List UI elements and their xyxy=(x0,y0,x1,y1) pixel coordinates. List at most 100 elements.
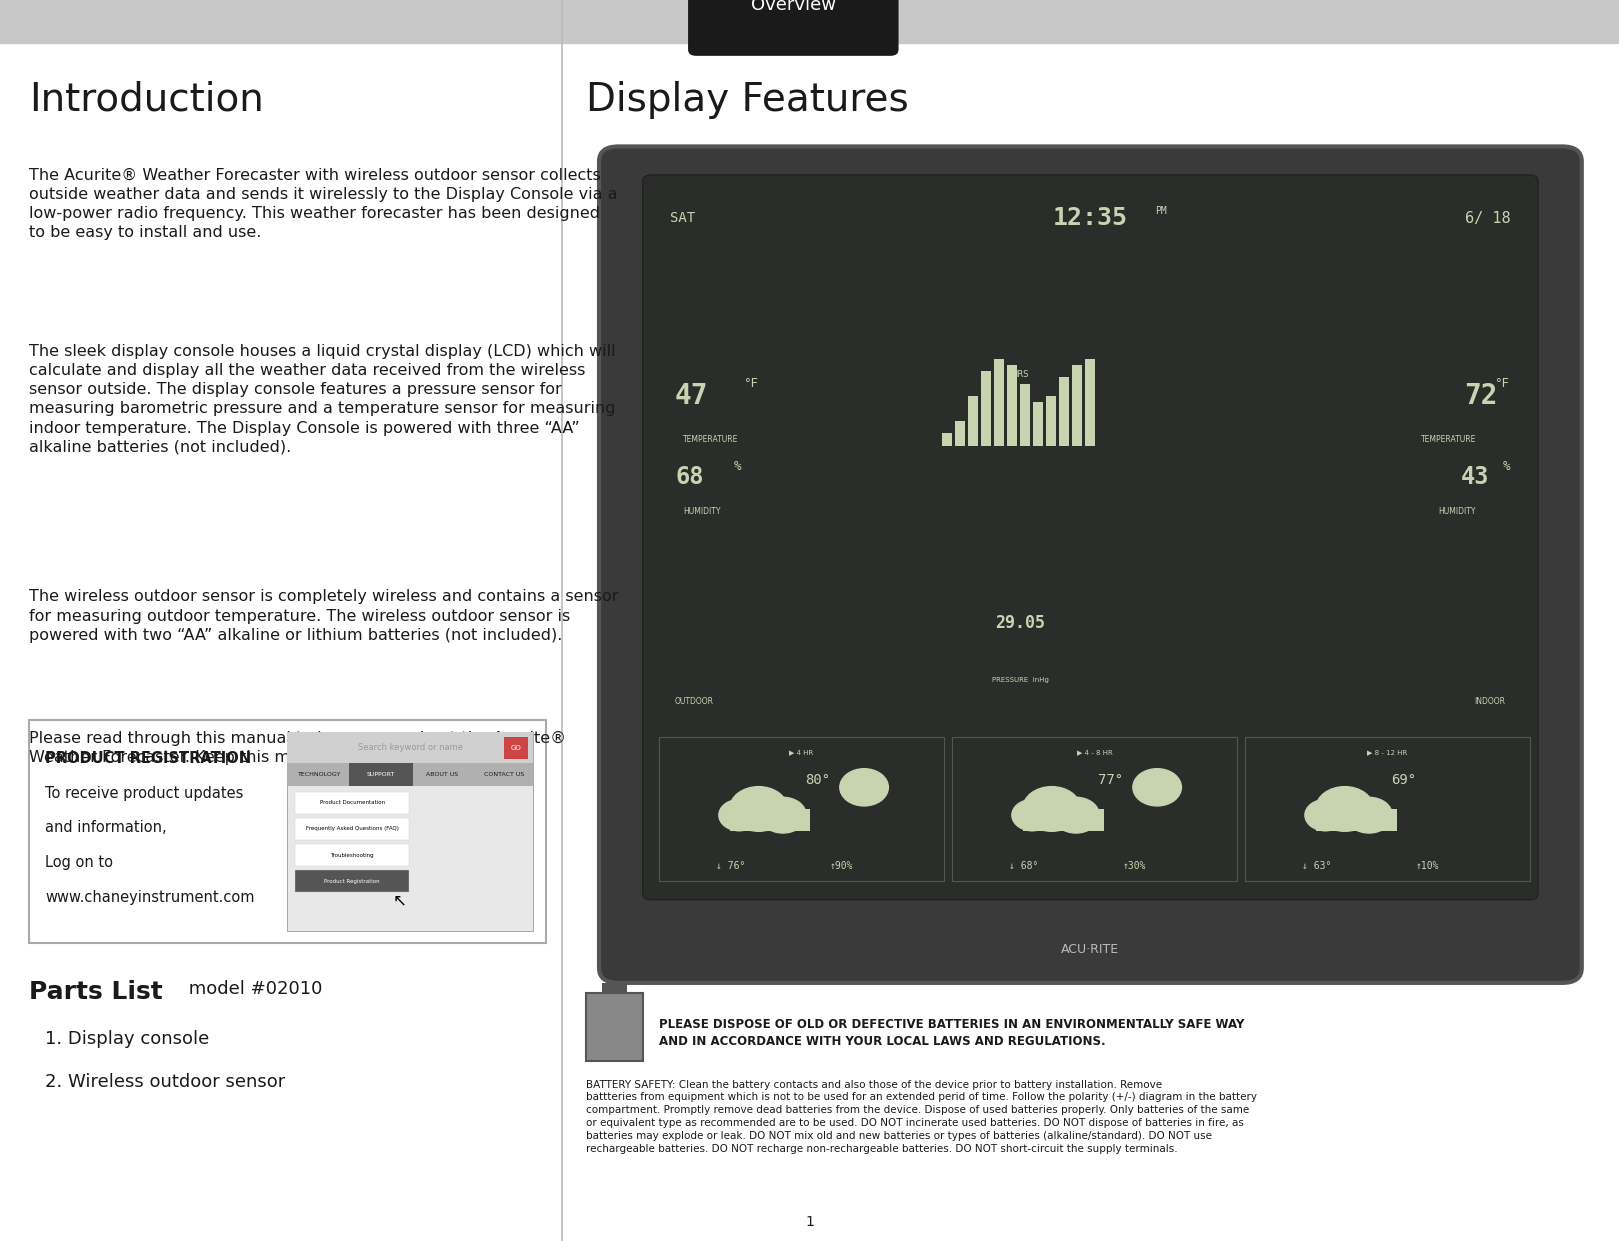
Text: Product Documentation: Product Documentation xyxy=(319,800,385,805)
Circle shape xyxy=(1305,799,1345,830)
Bar xyxy=(295,818,408,840)
Text: ↖: ↖ xyxy=(392,892,406,910)
Text: HUMIDITY: HUMIDITY xyxy=(683,506,720,516)
Text: 1. Display console: 1. Display console xyxy=(45,1030,209,1049)
Text: Frequently Asked Questions (FAQ): Frequently Asked Questions (FAQ) xyxy=(306,827,398,831)
Text: %: % xyxy=(1502,460,1511,473)
Bar xyxy=(952,737,1237,881)
Text: INDOOR: INDOOR xyxy=(1475,696,1506,706)
Circle shape xyxy=(1133,768,1182,805)
Text: ↑10%: ↑10% xyxy=(1417,861,1439,871)
Text: Log on to: Log on to xyxy=(45,855,113,870)
Text: °F: °F xyxy=(743,377,758,390)
Text: 68: 68 xyxy=(675,464,704,489)
Text: Troubleshooting: Troubleshooting xyxy=(330,853,374,858)
Text: 2. Wireless outdoor sensor: 2. Wireless outdoor sensor xyxy=(45,1073,285,1092)
Circle shape xyxy=(719,799,759,830)
Text: 69°: 69° xyxy=(1391,773,1417,787)
Bar xyxy=(288,732,533,931)
Text: To receive product updates: To receive product updates xyxy=(45,786,244,800)
Text: SUPPORT: SUPPORT xyxy=(368,772,395,777)
Circle shape xyxy=(759,797,806,833)
Text: The Acurite® Weather Forecaster with wireless outdoor sensor collects
outside we: The Acurite® Weather Forecaster with wir… xyxy=(29,168,617,241)
Text: 47: 47 xyxy=(675,382,709,410)
Text: Introduction: Introduction xyxy=(29,81,264,119)
Text: ▶ 8 - 12 HR: ▶ 8 - 12 HR xyxy=(1368,748,1407,755)
Text: and information,: and information, xyxy=(45,820,167,835)
Bar xyxy=(295,792,408,814)
Text: 72: 72 xyxy=(1464,382,1498,410)
Bar xyxy=(295,870,408,892)
Circle shape xyxy=(840,768,889,805)
Text: model #02010: model #02010 xyxy=(183,980,322,999)
Text: Search keyword or name: Search keyword or name xyxy=(358,742,463,752)
Circle shape xyxy=(1023,787,1081,831)
Text: www.chaneyinstrument.com: www.chaneyinstrument.com xyxy=(45,890,254,905)
Text: Overview: Overview xyxy=(751,0,835,15)
Text: OUTDOOR: OUTDOOR xyxy=(675,696,714,706)
Bar xyxy=(659,737,944,881)
Text: BATTERY SAFETY: Clean the battery contacts and also those of the device prior to: BATTERY SAFETY: Clean the battery contac… xyxy=(586,1080,1256,1154)
Text: Product Registration: Product Registration xyxy=(324,879,380,884)
Bar xyxy=(981,371,991,446)
Bar xyxy=(1072,365,1081,446)
Text: ABOUT US: ABOUT US xyxy=(426,772,458,777)
Bar xyxy=(504,737,528,759)
Bar xyxy=(348,763,413,786)
Bar xyxy=(994,359,1004,446)
Text: The wireless outdoor sensor is completely wireless and contains a sensor
for mea: The wireless outdoor sensor is completel… xyxy=(29,589,618,643)
Text: ▶ 4 - 8 HR: ▶ 4 - 8 HR xyxy=(1077,748,1112,755)
Bar xyxy=(955,421,965,446)
Text: PRESSURE  inHg: PRESSURE inHg xyxy=(991,676,1049,683)
Text: SAT: SAT xyxy=(670,211,696,226)
Text: GO: GO xyxy=(510,746,521,751)
Bar xyxy=(730,809,811,831)
Text: ▶ 4 HR: ▶ 4 HR xyxy=(790,748,813,755)
Text: CONTACT US: CONTACT US xyxy=(484,772,525,777)
Bar xyxy=(1046,396,1056,446)
FancyBboxPatch shape xyxy=(643,175,1538,900)
Text: HRS: HRS xyxy=(1012,370,1028,380)
Text: %: % xyxy=(733,460,742,473)
Text: ACU·RITE: ACU·RITE xyxy=(1062,943,1119,956)
Text: °F: °F xyxy=(1494,377,1509,390)
Circle shape xyxy=(1012,799,1052,830)
Bar xyxy=(1020,383,1030,446)
FancyBboxPatch shape xyxy=(688,0,899,56)
Bar xyxy=(1033,402,1043,446)
Text: 29.05: 29.05 xyxy=(996,614,1046,632)
Text: The sleek display console houses a liquid crystal display (LCD) which will
calcu: The sleek display console houses a liqui… xyxy=(29,344,615,454)
Bar xyxy=(602,983,627,993)
Text: ↓ 68°: ↓ 68° xyxy=(1009,861,1038,871)
Bar xyxy=(29,720,546,943)
Text: 77°: 77° xyxy=(1098,773,1124,787)
Text: SUPPORT: SUPPORT xyxy=(368,772,395,777)
Circle shape xyxy=(1052,797,1099,833)
Bar xyxy=(1085,359,1094,446)
Text: ↑90%: ↑90% xyxy=(831,861,853,871)
Text: Parts List: Parts List xyxy=(29,980,164,1004)
Text: PLEASE DISPOSE OF OLD OR DEFECTIVE BATTERIES IN AN ENVIRONMENTALLY SAFE WAY
AND : PLEASE DISPOSE OF OLD OR DEFECTIVE BATTE… xyxy=(659,1018,1245,1047)
Text: 12:35: 12:35 xyxy=(1052,206,1128,231)
Bar xyxy=(288,732,533,763)
Bar xyxy=(0,0,1619,43)
Text: HUMIDITY: HUMIDITY xyxy=(1438,506,1477,516)
Text: PM: PM xyxy=(1156,206,1167,216)
Text: TEMPERATURE: TEMPERATURE xyxy=(1421,434,1477,444)
Bar xyxy=(288,763,533,786)
Bar xyxy=(1007,365,1017,446)
Circle shape xyxy=(1316,787,1375,831)
Text: ↓ 76°: ↓ 76° xyxy=(716,861,745,871)
Bar xyxy=(968,396,978,446)
Text: PRODUCT REGISTRATION: PRODUCT REGISTRATION xyxy=(45,751,251,766)
Bar xyxy=(295,844,408,866)
Text: 43: 43 xyxy=(1460,464,1489,489)
Text: 1: 1 xyxy=(805,1215,814,1229)
Bar xyxy=(1316,809,1397,831)
Text: Display Features: Display Features xyxy=(586,81,908,119)
Bar xyxy=(1059,377,1069,446)
Text: TECHNOLOGY: TECHNOLOGY xyxy=(298,772,342,777)
Text: 6/ 18: 6/ 18 xyxy=(1465,211,1511,226)
Text: Please read through this manual to learn more about the Acurite®
Weather Forecas: Please read through this manual to learn… xyxy=(29,731,567,766)
Bar xyxy=(1245,737,1530,881)
